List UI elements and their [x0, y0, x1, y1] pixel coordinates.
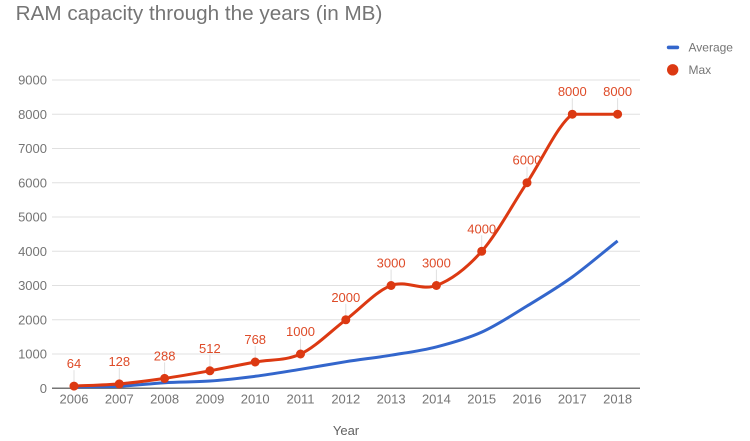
svg-text:2010: 2010 — [241, 391, 270, 406]
svg-text:8000: 8000 — [558, 84, 587, 99]
svg-text:3000: 3000 — [377, 256, 406, 271]
svg-text:RAM capacity through the years: RAM capacity through the years (in MB) — [16, 2, 383, 25]
svg-text:64: 64 — [67, 356, 81, 371]
svg-text:2000: 2000 — [331, 290, 360, 305]
svg-text:6000: 6000 — [18, 175, 47, 190]
svg-text:2009: 2009 — [195, 391, 224, 406]
svg-text:768: 768 — [244, 332, 266, 347]
svg-text:1000: 1000 — [18, 347, 47, 362]
svg-text:2008: 2008 — [150, 391, 179, 406]
svg-text:4000: 4000 — [18, 244, 47, 259]
svg-text:5000: 5000 — [18, 210, 47, 225]
svg-text:8000: 8000 — [18, 107, 47, 122]
svg-text:1000: 1000 — [286, 324, 315, 339]
svg-text:2018: 2018 — [603, 391, 632, 406]
svg-text:3000: 3000 — [422, 256, 451, 271]
svg-text:3000: 3000 — [18, 278, 47, 293]
svg-text:Year: Year — [333, 423, 360, 438]
svg-text:2012: 2012 — [331, 391, 360, 406]
svg-text:7000: 7000 — [18, 141, 47, 156]
svg-text:2014: 2014 — [422, 391, 451, 406]
svg-text:6000: 6000 — [513, 153, 542, 168]
svg-text:2000: 2000 — [18, 312, 47, 327]
svg-text:2016: 2016 — [513, 391, 542, 406]
svg-text:9000: 9000 — [18, 73, 47, 88]
svg-text:Average: Average — [689, 41, 734, 55]
svg-text:512: 512 — [199, 341, 221, 356]
svg-text:288: 288 — [154, 348, 176, 363]
svg-text:2011: 2011 — [287, 391, 315, 406]
svg-text:128: 128 — [108, 354, 130, 369]
svg-text:2015: 2015 — [467, 391, 496, 406]
svg-text:Max: Max — [689, 63, 712, 77]
svg-text:2017: 2017 — [558, 391, 587, 406]
svg-text:4000: 4000 — [467, 221, 496, 236]
svg-text:2006: 2006 — [60, 391, 89, 406]
svg-text:2007: 2007 — [105, 391, 134, 406]
svg-text:8000: 8000 — [603, 84, 632, 99]
svg-text:0: 0 — [40, 381, 47, 396]
svg-text:2013: 2013 — [377, 391, 406, 406]
